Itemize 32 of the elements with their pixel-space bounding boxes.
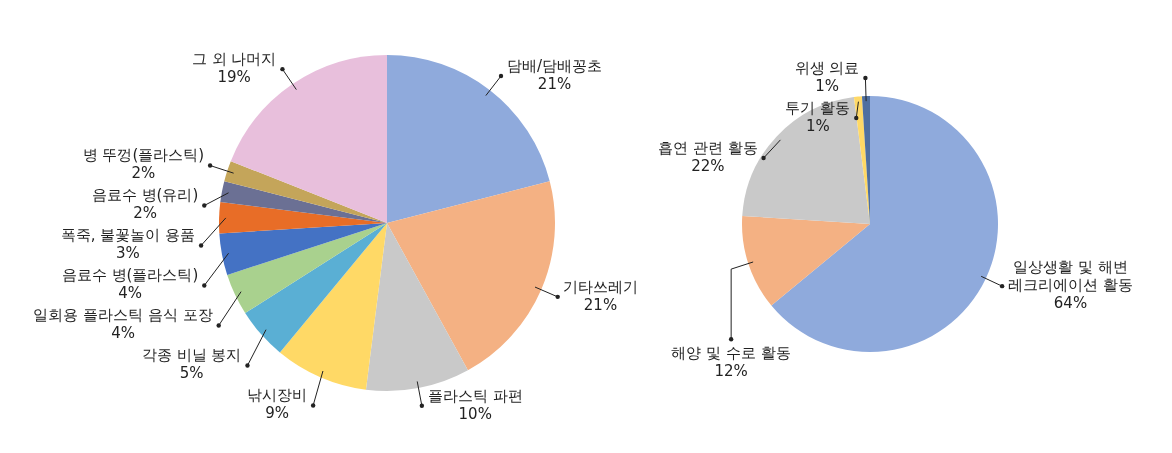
slice-label: 폭죽, 불꽃놀이 용품 xyxy=(60,226,196,245)
slice-label: 기타쓰레기 xyxy=(563,277,638,296)
slice-label: 음료수 병(유리) xyxy=(91,186,199,205)
data-label: 2% xyxy=(131,164,156,183)
slice-label: 투기 활동 xyxy=(785,98,851,117)
slice-label: 음료수 병(플라스틱) xyxy=(61,266,199,285)
data-label: 1% xyxy=(815,76,839,95)
data-label: 2% xyxy=(133,204,157,223)
data-label: 64% xyxy=(1053,294,1088,313)
data-label: 19% xyxy=(217,68,251,87)
data-label: 9% xyxy=(265,404,290,423)
data-label: 21% xyxy=(537,74,572,93)
data-label: 4% xyxy=(111,324,135,343)
data-label: 10% xyxy=(458,404,492,423)
slice-label: 위생 의료 xyxy=(794,58,860,77)
slice-label: 일회용 플라스틱 음식 포장 xyxy=(33,306,213,325)
data-label: 12% xyxy=(714,362,748,381)
slice-label: 그 외 나머지 xyxy=(191,50,277,69)
slice-label: 담배/담배꽁초 xyxy=(507,56,603,75)
data-label: 21% xyxy=(583,295,618,314)
slice-label: 플라스틱 파편 xyxy=(427,386,523,405)
slice-label: 각종 비닐 봉지 xyxy=(141,346,242,365)
slice-label: 해양 및 수로 활동 xyxy=(671,344,791,363)
slice-label: 병 뚜껑(플라스틱) xyxy=(82,146,205,165)
slice-label: 일상생활 및 해변 레크리에이션 활동 xyxy=(1008,258,1133,295)
data-label: 22% xyxy=(691,156,725,175)
data-label: 1% xyxy=(805,116,830,135)
data-label: 3% xyxy=(116,244,140,263)
slice-label: 낚시장비 xyxy=(247,386,308,405)
data-label: 4% xyxy=(118,284,142,303)
data-label: 5% xyxy=(179,364,204,383)
slice-label: 흡연 관련 활동 xyxy=(658,138,758,157)
